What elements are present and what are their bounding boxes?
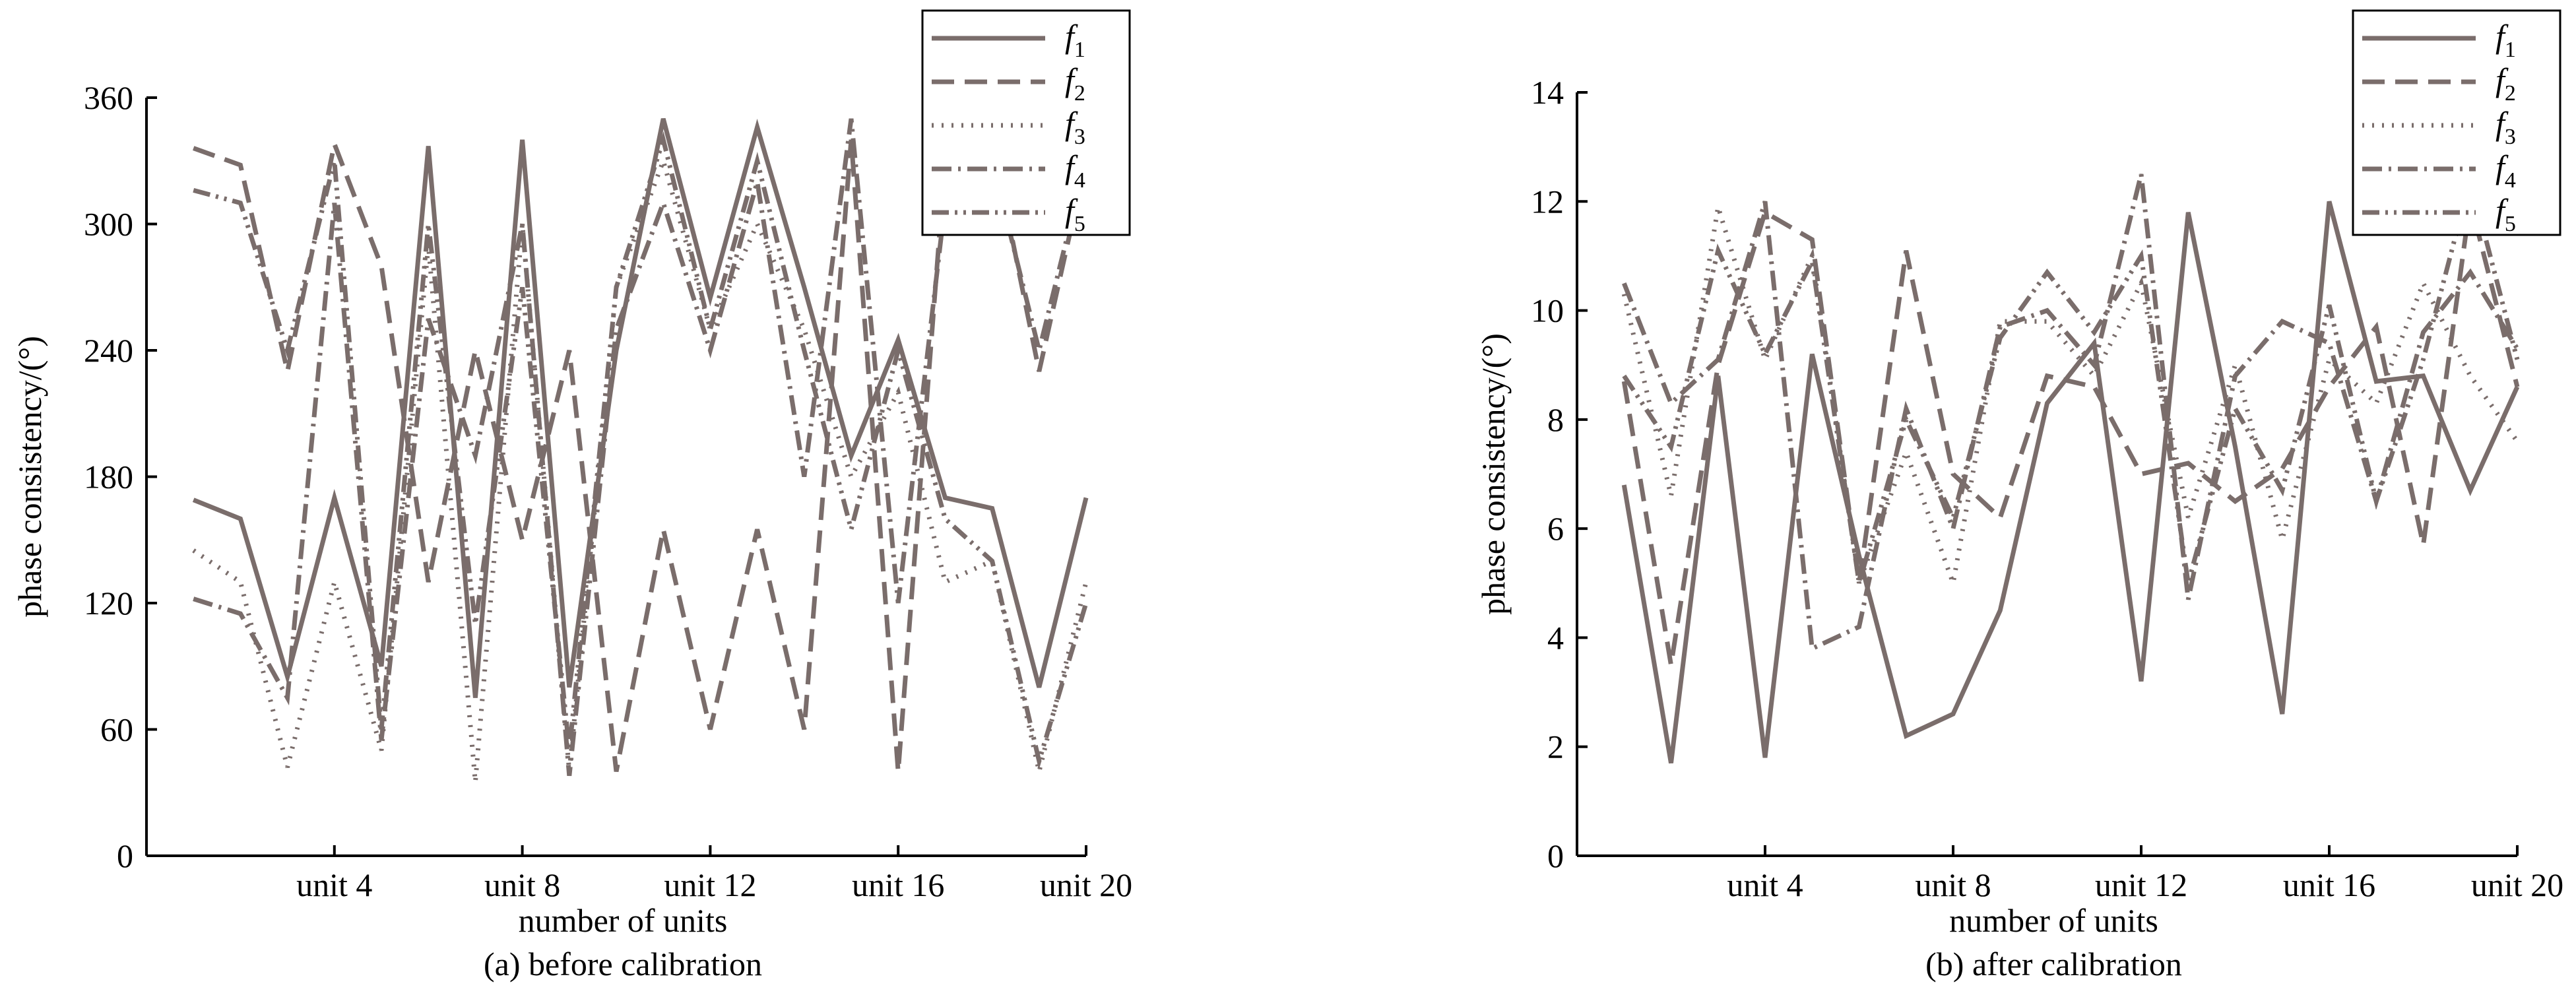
y-tick-label: 0 bbox=[117, 837, 133, 874]
chart-caption: (a) before calibration bbox=[484, 946, 762, 982]
series-line-f4 bbox=[193, 118, 1089, 777]
y-tick-label: 14 bbox=[1531, 74, 1564, 111]
chart-caption: (b) after calibration bbox=[1925, 946, 2182, 982]
legend-box bbox=[921, 9, 1131, 236]
legend-box bbox=[2352, 9, 2561, 236]
y-tick-label: 0 bbox=[1547, 837, 1564, 874]
series-line-f2 bbox=[193, 135, 1089, 772]
series-line-f2 bbox=[1621, 201, 2520, 666]
y-tick-label: 360 bbox=[84, 79, 133, 116]
series-line-f1 bbox=[192, 118, 1089, 698]
y-tick-label: 240 bbox=[84, 332, 133, 369]
x-tick-label: unit 12 bbox=[664, 866, 756, 903]
x-axis-title: number of units bbox=[1949, 902, 2158, 939]
legend-label-f1: f1 bbox=[2496, 18, 2516, 62]
chart-a: 0 60 120 180 240 300 360 unit 4 unit 8 unit 12 uni… bbox=[11, 9, 1132, 982]
x-tick-label: unit 16 bbox=[2283, 866, 2375, 903]
y-tick-label: 60 bbox=[100, 711, 133, 748]
x-tick-label: unit 4 bbox=[1727, 866, 1803, 903]
legend-label-f3: f3 bbox=[2496, 105, 2516, 149]
chart-b: 0 2 4 6 8 10 12 14 unit 4 unit 8 unit 12 unit 16 uni… bbox=[1475, 9, 2563, 982]
y-tick-label: 10 bbox=[1531, 292, 1564, 329]
series-line-f3 bbox=[192, 153, 1089, 783]
y-axis-title: phase consistency/(°) bbox=[1475, 333, 1512, 615]
series-line-f1 bbox=[1621, 201, 2520, 764]
series-line-f5 bbox=[193, 131, 1089, 771]
y-tick-label: 2 bbox=[1547, 728, 1564, 765]
y-axis-title: phase consistency/(°) bbox=[11, 336, 48, 618]
y-tick-label: 8 bbox=[1547, 401, 1564, 438]
y-tick-label: 180 bbox=[84, 459, 133, 496]
series-line-f5 bbox=[1622, 170, 2520, 584]
x-tick-label: unit 8 bbox=[484, 866, 560, 903]
x-tick-label: unit 20 bbox=[1040, 866, 1132, 903]
x-tick-label: unit 20 bbox=[2471, 866, 2563, 903]
x-tick-label: unit 12 bbox=[2095, 866, 2187, 903]
x-axis-title: number of units bbox=[519, 902, 728, 939]
y-tick-label: 300 bbox=[84, 206, 133, 243]
x-tick-label: unit 8 bbox=[1915, 866, 1991, 903]
x-tick-label: unit 16 bbox=[852, 866, 944, 903]
series-line-f3 bbox=[1621, 206, 2519, 593]
x-tick-label: unit 4 bbox=[296, 866, 372, 903]
y-tick-label: 120 bbox=[84, 585, 133, 622]
y-tick-label: 6 bbox=[1547, 510, 1564, 547]
y-tick-label: 4 bbox=[1547, 619, 1564, 656]
y-tick-label: 12 bbox=[1531, 183, 1564, 220]
series-line-f4 bbox=[1622, 174, 2519, 653]
